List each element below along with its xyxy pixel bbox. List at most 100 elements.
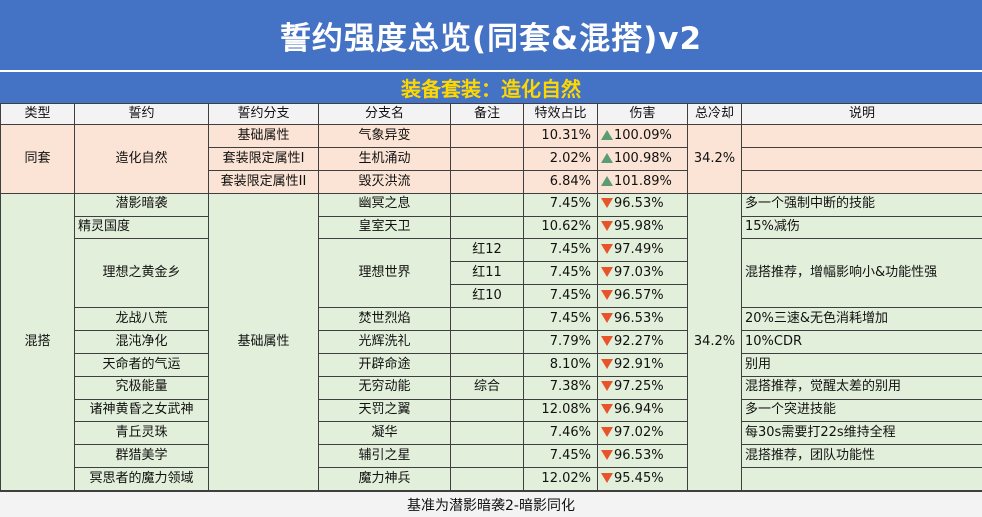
effect-ratio-cell: 7.45% xyxy=(523,444,598,469)
damage-cell: 97.25% xyxy=(597,375,688,400)
effect-ratio-cell: 10.31% xyxy=(523,124,598,148)
triangle-down-icon xyxy=(601,312,613,323)
table-row: 群猎美学 辅引之星 7.45% 96.53% 混搭推荐，团队功能性 xyxy=(1,444,982,469)
damage-value: 100.98% xyxy=(614,150,672,166)
branch-name-cell: 幽冥之息 xyxy=(318,192,451,217)
description-cell: 多一个突进技能 xyxy=(741,398,982,423)
pledge-cell: 潜影暗袭 xyxy=(74,192,209,217)
branch-name-cell: 魔力神兵 xyxy=(318,467,451,491)
note-cell: 红10 xyxy=(450,284,524,308)
note-cell xyxy=(450,352,524,377)
note-cell xyxy=(450,421,524,446)
damage-cell: 96.57% xyxy=(597,284,688,308)
damage-value: 97.49% xyxy=(614,242,664,258)
effect-ratio-cell: 7.46% xyxy=(523,421,598,446)
description-cell: 每30s需要打22s维持全程 xyxy=(741,421,982,446)
note-cell: 红11 xyxy=(450,261,524,286)
damage-value: 97.03% xyxy=(614,265,664,281)
header-pledge: 誓约 xyxy=(74,103,209,125)
cooldown-cell: 34.2% xyxy=(687,192,742,492)
triangle-up-icon xyxy=(601,129,613,140)
effect-ratio-cell: 12.02% xyxy=(523,467,598,491)
table-row: 龙战八荒 焚世烈焰 7.45% 96.53% 20%三速&无色消耗增加 xyxy=(1,307,982,331)
table-row: 红11 7.45% 97.03% xyxy=(1,261,982,286)
type-cell: 混搭 xyxy=(0,192,75,492)
branch-name-cell: 生机涌动 xyxy=(318,146,451,171)
branch-name-cell: 无穷动能 xyxy=(318,375,451,400)
triangle-down-icon xyxy=(601,244,613,255)
damage-cell: 97.02% xyxy=(597,421,688,446)
description-cell: 混搭推荐，团队功能性 xyxy=(741,444,982,469)
table-row: 精灵国度 皇室天卫 10.62% 95.98% 15%减伤 xyxy=(1,215,982,240)
branch-name-cell: 凝华 xyxy=(318,421,451,446)
description-cell: 15%减伤 xyxy=(741,215,982,240)
description-cell xyxy=(741,146,982,171)
triangle-down-icon xyxy=(601,472,613,483)
branch-name-cell: 辅引之星 xyxy=(318,444,451,469)
pledge-cell: 龙战八荒 xyxy=(74,307,209,331)
triangle-down-icon xyxy=(601,427,613,438)
triangle-down-icon xyxy=(601,358,613,369)
table-row: 套装限定属性I 生机涌动 2.02% 100.98% xyxy=(1,146,982,171)
damage-cell: 97.03% xyxy=(597,261,688,286)
damage-cell: 92.27% xyxy=(597,329,688,354)
description-cell: 20%三速&无色消耗增加 xyxy=(741,307,982,331)
damage-value: 92.27% xyxy=(614,333,664,349)
triangle-down-icon xyxy=(601,267,613,278)
damage-value: 95.98% xyxy=(614,219,664,235)
table-row: 套装限定属性II 毁灭洪流 6.84% 101.89% xyxy=(1,169,982,194)
branch-name-cell: 气象异变 xyxy=(318,124,451,148)
damage-value: 96.57% xyxy=(614,287,664,303)
note-cell xyxy=(450,124,524,148)
branch-name-cell: 开辟命途 xyxy=(318,352,451,377)
damage-value: 96.94% xyxy=(614,402,664,418)
table-row: 诸神黄昏之女武神 天罚之翼 12.08% 96.94% 多一个突进技能 xyxy=(1,398,982,423)
damage-value: 96.53% xyxy=(614,196,664,212)
table-row: 究极能量 无穷动能 综合 7.38% 97.25% 混搭推荐，觉醒太差的别用 xyxy=(1,375,982,400)
note-cell xyxy=(450,215,524,240)
table-row: 混沌净化 光辉洗礼 7.79% 92.27% 10%CDR xyxy=(1,329,982,354)
pledge-cell: 精灵国度 xyxy=(74,215,209,240)
description-cell: 别用 xyxy=(741,352,982,377)
branch-cell: 套装限定属性I xyxy=(208,146,319,171)
description-cell: 混搭推荐，觉醒太差的别用 xyxy=(741,375,982,400)
damage-cell: 97.49% xyxy=(597,238,688,263)
cooldown-cell: 34.2% xyxy=(687,124,742,194)
damage-cell: 92.91% xyxy=(597,352,688,377)
page-title: 誓约强度总览(同套&混搭)v2 xyxy=(0,0,982,70)
pledge-strength-table: 类型 誓约 誓约分支 分支名 备注 特效占比 伤害 总冷却 说明 同套 造化自然… xyxy=(0,103,982,492)
type-cell: 同套 xyxy=(0,124,75,194)
effect-ratio-cell: 2.02% xyxy=(523,146,598,171)
note-cell xyxy=(450,192,524,217)
description-cell: 10%CDR xyxy=(741,329,982,354)
effect-ratio-cell: 7.45% xyxy=(523,307,598,331)
triangle-down-icon xyxy=(601,381,613,392)
branch-name-cell: 皇室天卫 xyxy=(318,215,451,240)
triangle-up-icon xyxy=(601,152,613,163)
note-cell xyxy=(450,467,524,491)
header-row: 类型 誓约 誓约分支 分支名 备注 特效占比 伤害 总冷却 说明 xyxy=(0,103,982,125)
damage-value: 95.45% xyxy=(614,470,664,486)
branch-cell: 基础属性 xyxy=(208,124,319,148)
table-row: 冥思者的魔力领域 魔力神兵 12.02% 95.45% xyxy=(1,467,982,491)
damage-cell: 96.53% xyxy=(597,307,688,331)
damage-cell: 96.94% xyxy=(597,398,688,423)
triangle-down-icon xyxy=(601,335,613,346)
damage-value: 97.02% xyxy=(614,425,664,441)
header-damage: 伤害 xyxy=(597,103,688,125)
note-cell: 综合 xyxy=(450,375,524,400)
triangle-down-icon xyxy=(601,404,613,415)
triangle-up-icon xyxy=(601,175,613,186)
table-row: 混搭 潜影暗袭 基础属性 幽冥之息 7.45% 96.53% 34.2% 多一个… xyxy=(0,192,982,492)
description-cell xyxy=(741,124,982,148)
pledge-cell: 理想之黄金乡 xyxy=(74,238,209,308)
triangle-down-icon xyxy=(601,221,613,232)
pledge-cell: 冥思者的魔力领域 xyxy=(74,467,209,491)
effect-ratio-cell: 7.45% xyxy=(523,261,598,286)
note-cell xyxy=(450,398,524,423)
effect-ratio-cell: 7.45% xyxy=(523,284,598,308)
table-row: 红10 7.45% 96.57% xyxy=(1,284,982,308)
effect-ratio-cell: 7.45% xyxy=(523,192,598,217)
table-row: 青丘灵珠 凝华 7.46% 97.02% 每30s需要打22s维持全程 xyxy=(1,421,982,446)
damage-cell: 96.53% xyxy=(597,192,688,217)
